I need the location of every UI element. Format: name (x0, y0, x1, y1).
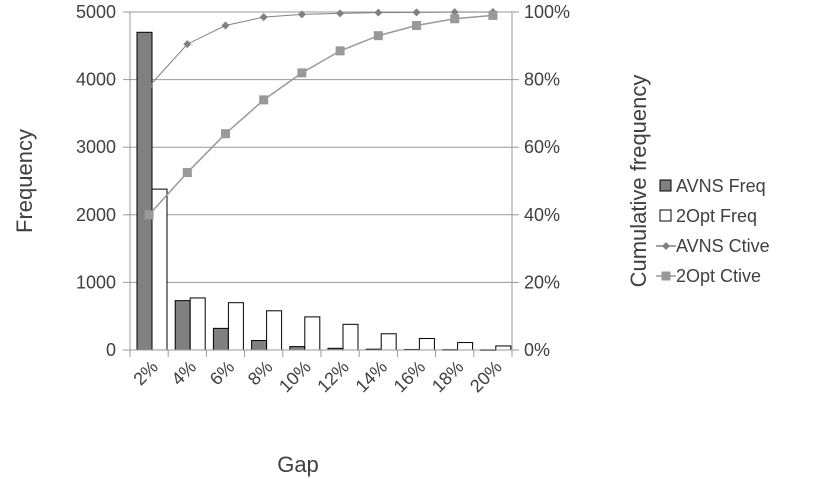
bar-2opt-freq (189, 297, 206, 351)
point-avns-ctive (450, 8, 459, 17)
point-2opt-ctive (450, 14, 460, 24)
gridlines (130, 11, 512, 283)
bars (136, 31, 512, 351)
bar-2opt-freq (151, 188, 168, 351)
y2-tick-label: 60% (524, 137, 560, 157)
legend-marker-2opt-ctive (661, 271, 671, 281)
y-tick-label: 5000 (76, 2, 116, 22)
point-2opt-ctive (144, 210, 154, 220)
y-tick-label: 0 (106, 340, 116, 360)
y-tick-label: 4000 (76, 70, 116, 90)
legend-label-avns-ctive: AVNS Ctive (676, 236, 770, 256)
y-tick-label: 1000 (76, 272, 116, 292)
point-2opt-ctive (488, 10, 498, 20)
y-tick-label: 3000 (76, 137, 116, 157)
y2-tick-label: 0% (524, 340, 550, 360)
bar-2opt-freq (495, 345, 512, 351)
point-2opt-ctive (182, 168, 192, 178)
bar-2opt-freq (418, 338, 435, 351)
x-tick-label: 20% (466, 357, 506, 397)
x-tick-label: 8% (244, 357, 277, 390)
point-avns-ctive (183, 40, 192, 49)
axes (123, 11, 519, 357)
x-tick-label: 16% (390, 357, 430, 397)
bar-2opt-freq (227, 302, 244, 351)
y2-tick-label: 40% (524, 205, 560, 225)
point-avns-ctive (374, 8, 383, 17)
x-tick-label: 18% (428, 357, 468, 397)
point-2opt-ctive (412, 21, 421, 31)
legend-marker-avns-ctive (662, 242, 670, 250)
point-2opt-ctive (221, 129, 230, 139)
x-tick-label: 12% (313, 357, 353, 397)
line-avns-ctive (148, 11, 493, 87)
legend-swatch-2opt-freq (659, 209, 672, 222)
bar-avns-freq (174, 300, 191, 351)
y2-tick-label: 20% (524, 272, 560, 292)
x-tick-label: 14% (352, 357, 392, 397)
legend-swatch-avns-freq (659, 179, 672, 192)
bar-avns-freq (136, 31, 153, 351)
point-avns-ctive (412, 8, 421, 17)
y2-tick-label: 80% (524, 70, 560, 90)
bar-2opt-freq (457, 342, 474, 351)
x-axis-title: Gap (277, 452, 319, 477)
x-tick-label: 10% (275, 357, 315, 397)
bar-avns-freq (251, 340, 268, 351)
x-tick-label: 4% (168, 357, 201, 390)
point-avns-ctive (145, 82, 154, 91)
x-tick-label: 6% (206, 357, 239, 390)
bar-2opt-freq (266, 310, 283, 351)
y-tick-label: 2000 (76, 205, 116, 225)
y2-axis-title: Cumulative frequency (626, 75, 651, 288)
point-avns-ctive (259, 13, 268, 22)
point-avns-ctive (336, 9, 345, 18)
point-avns-ctive (297, 10, 306, 19)
legend-label-avns-freq: AVNS Freq (676, 176, 766, 196)
legend-label-2opt-ctive: 2Opt Ctive (676, 266, 761, 286)
y-axis-title: Frequency (12, 129, 37, 233)
cumulative-lines (144, 8, 498, 220)
point-2opt-ctive (297, 68, 307, 78)
point-2opt-ctive (373, 31, 383, 41)
bar-avns-freq (212, 327, 229, 351)
point-2opt-ctive (259, 95, 269, 105)
point-avns-ctive (221, 21, 230, 30)
bar-2opt-freq (342, 323, 359, 351)
x-tick-label: 2% (129, 357, 162, 390)
bar-2opt-freq (380, 333, 397, 351)
legend-label-2opt-freq: 2Opt Freq (676, 206, 757, 226)
bar-avns-freq (289, 346, 306, 351)
legend: AVNS Freq 2Opt Freq AVNS Ctive 2Opt Ctive (656, 176, 770, 286)
bar-2opt-freq (304, 316, 321, 351)
point-2opt-ctive (335, 46, 345, 56)
y2-tick-label: 100% (524, 2, 570, 22)
line-2opt-ctive (148, 14, 493, 216)
